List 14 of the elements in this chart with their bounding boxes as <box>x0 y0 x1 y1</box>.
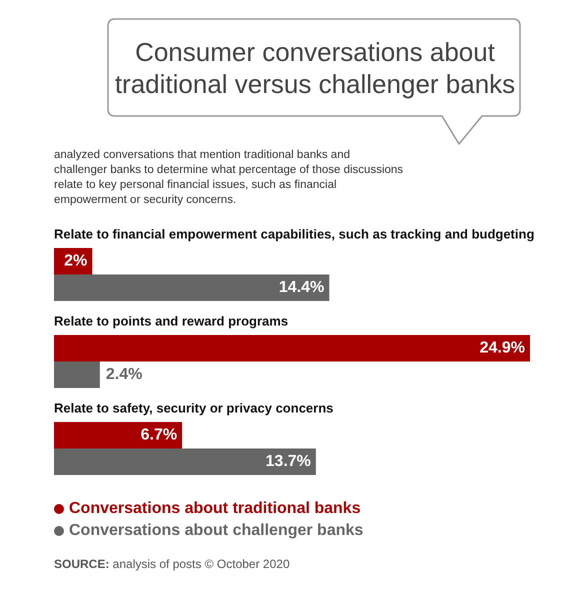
y-tick-label: Relate to financial empowerment capabilities, such as tracking and budgeting <box>54 226 534 242</box>
data-label: 2% <box>64 252 88 270</box>
y-tick-label: Relate to safety, security or privacy concerns <box>54 400 334 416</box>
legend-label: Conversations about traditional banks <box>69 499 361 519</box>
chart-subtitle: analyzed conversations that mention traditional banks and challenger banks to determine what percentage of those discussions relate to key personal financial issues, such as financial empowerment or security concerns. <box>54 148 404 208</box>
legend-label: Conversations about challenger banks <box>69 521 364 541</box>
data-label: 2.4% <box>106 366 142 384</box>
data-label: 14.4% <box>278 279 324 296</box>
y-tick-label: Relate to points and reward programs <box>54 314 288 329</box>
data-label: 6.7% <box>140 426 178 444</box>
source-note: SOURCE: analysis of posts © October 2020 <box>54 557 290 571</box>
data-label: 24.9% <box>480 340 525 357</box>
chart-title: Consumer conversations about traditional versus challenger banks <box>114 36 516 100</box>
data-label: 13.7% <box>266 453 311 470</box>
